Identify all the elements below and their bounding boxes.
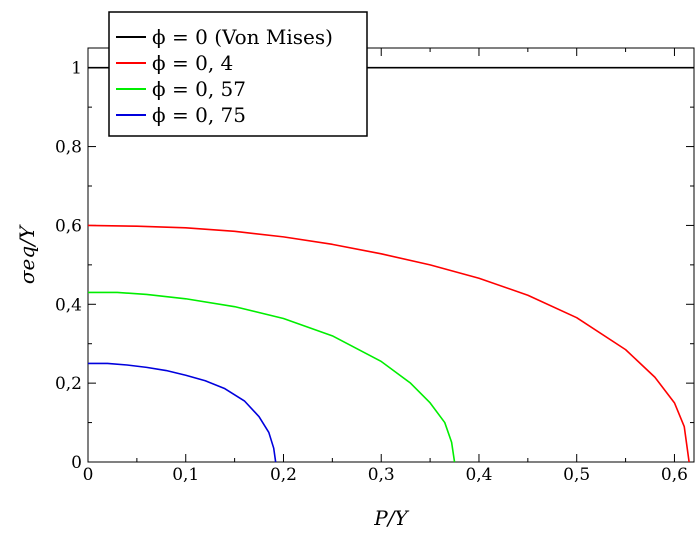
- x-tick-label: 0,5: [563, 465, 590, 485]
- legend-box: [108, 11, 368, 137]
- legend-items: ϕ = 0 (Von Mises)ϕ = 0, 4ϕ = 0, 57ϕ = 0,…: [116, 25, 333, 127]
- plot-frame: [87, 47, 695, 463]
- y-tick-label: 0,2: [55, 374, 82, 394]
- series-line-1: [87, 224, 690, 463]
- x-tick-label: 0,1: [172, 465, 199, 485]
- x-tick-label: 0,4: [465, 465, 492, 485]
- x-axis-title: P/Y: [373, 506, 409, 530]
- legend-label-2: ϕ = 0, 57: [152, 77, 246, 101]
- legend-label-0: ϕ = 0 (Von Mises): [152, 25, 333, 49]
- y-tick-label: 1: [71, 59, 82, 79]
- legend-label-1: ϕ = 0, 4: [152, 51, 233, 75]
- x-tick-label: 0: [83, 465, 94, 485]
- y-tick-label: 0,4: [55, 295, 82, 315]
- series-line-3: [88, 362, 277, 463]
- ticks: 0 0,1 0,2 0,3 0,4 0,5 0,6 0 0,2 0,4 0,6 0,8 1: [55, 48, 694, 485]
- x-tick-label: 0,2: [270, 465, 297, 485]
- y-tick-label: 0,8: [55, 138, 82, 158]
- y-tick-label: 0: [71, 453, 82, 473]
- legend: ϕ = 0 (Von Mises)ϕ = 0, 4ϕ = 0, 57ϕ = 0,…: [108, 11, 368, 137]
- y-axis-title: σeq/Y: [15, 224, 39, 284]
- x-tick-label: 0,6: [661, 465, 688, 485]
- legend-label-3: ϕ = 0, 75: [152, 103, 246, 127]
- y-tick-label: 0,6: [55, 216, 82, 236]
- series-line-2: [88, 291, 456, 463]
- x-tick-label: 0,3: [368, 465, 395, 485]
